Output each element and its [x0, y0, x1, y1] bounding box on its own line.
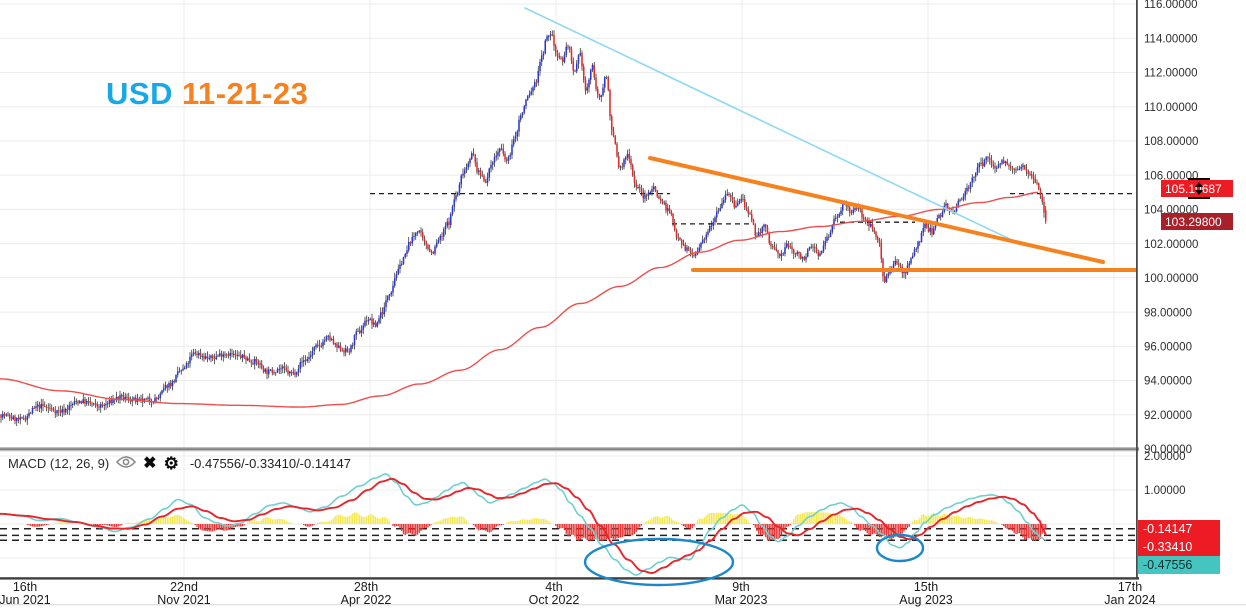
- macd-line-value-label: -0.47556: [1138, 556, 1220, 574]
- macd-values: -0.47556/-0.33410/-0.14147: [189, 456, 351, 471]
- symbol-label: USD: [106, 76, 173, 111]
- ma-price-value: 105.10687: [1165, 181, 1222, 196]
- moving-average-line[interactable]: [0, 191, 1039, 408]
- macd-header: MACD (12, 26, 9) ✖ ⚙ -0.47556/-0.33410/-…: [8, 455, 351, 472]
- highlight-ellipse: [875, 533, 925, 563]
- macd-indicator-name: MACD (12, 26, 9): [8, 456, 110, 471]
- candlestick-layer[interactable]: [0, 30, 1047, 426]
- svg-text:Aug 2023: Aug 2023: [899, 593, 953, 607]
- chart-title: USD 11-21-23: [106, 76, 308, 112]
- svg-text:90.00000: 90.00000: [1144, 444, 1192, 456]
- time-axis-line: [0, 577, 1139, 580]
- svg-text:96.00000: 96.00000: [1144, 342, 1192, 354]
- gridlines: [0, 0, 1136, 577]
- svg-text:15th: 15th: [914, 580, 938, 594]
- svg-text:Mar 2023: Mar 2023: [715, 593, 768, 607]
- price-drag-handle-icon[interactable]: [1188, 178, 1210, 199]
- svg-text:102.00000: 102.00000: [1144, 239, 1198, 251]
- descending-orange-trendline: [648, 156, 1105, 264]
- svg-text:98.00000: 98.00000: [1144, 307, 1192, 319]
- remove-indicator-icon[interactable]: ✖: [143, 454, 157, 472]
- macd-signal-line: [0, 477, 1047, 574]
- descending-cyan-trendline: [524, 7, 1019, 244]
- ma-price-label[interactable]: 105.10687: [1161, 178, 1233, 199]
- macd-histogram-value-label: -0.14147: [1138, 520, 1220, 538]
- macd-signal-value-label: -0.33410: [1138, 538, 1220, 556]
- svg-text:92.00000: 92.00000: [1144, 410, 1192, 422]
- svg-text:110.00000: 110.00000: [1144, 102, 1198, 114]
- panel-separator[interactable]: [0, 447, 1139, 449]
- svg-text:2.00000: 2.00000: [1144, 451, 1186, 463]
- svg-text:100.00000: 100.00000: [1144, 273, 1198, 285]
- title-date: 11-21-23: [181, 76, 309, 111]
- svg-text:94.00000: 94.00000: [1144, 376, 1192, 388]
- support-resistance-dashed-lines[interactable]: [370, 192, 1136, 225]
- trendlines[interactable]: [524, 7, 1137, 272]
- svg-text:22nd: 22nd: [170, 580, 198, 594]
- svg-text:17th: 17th: [1118, 580, 1142, 594]
- svg-text:114.00000: 114.00000: [1144, 33, 1198, 45]
- svg-text:106.00000: 106.00000: [1144, 170, 1198, 182]
- macd-line: [0, 473, 1047, 576]
- svg-text:Jan 2024: Jan 2024: [1104, 593, 1155, 607]
- visibility-eye-icon[interactable]: [116, 455, 137, 472]
- svg-text:112.00000: 112.00000: [1144, 68, 1198, 80]
- macd-histogram: [19, 512, 1047, 541]
- svg-text:1.00000: 1.00000: [1144, 485, 1186, 497]
- svg-text:116.00000: 116.00000: [1144, 0, 1198, 11]
- annotation-ellipses[interactable]: [583, 533, 925, 587]
- svg-text:Oct 2022: Oct 2022: [529, 593, 580, 607]
- highlight-ellipse: [583, 537, 735, 587]
- svg-text:4th: 4th: [545, 580, 562, 594]
- svg-text:Jun 2021: Jun 2021: [0, 593, 51, 607]
- indicator-settings-gear-icon[interactable]: ⚙: [163, 454, 179, 473]
- svg-text:Apr 2022: Apr 2022: [341, 593, 392, 607]
- svg-text:9th: 9th: [732, 580, 749, 594]
- macd-panel[interactable]: [0, 473, 1136, 576]
- svg-text:108.00000: 108.00000: [1144, 136, 1198, 148]
- svg-text:28th: 28th: [354, 580, 378, 594]
- svg-text:Nov 2021: Nov 2021: [157, 593, 211, 607]
- svg-text:16th: 16th: [13, 580, 37, 594]
- last-price-label: 103.29800: [1161, 213, 1233, 230]
- price-axis-line: [1136, 0, 1138, 580]
- axis-labels: 116.00000 114.00000 112.00000 110.00000 108.…: [0, 0, 1198, 607]
- last-price-value: 103.29800: [1165, 214, 1222, 229]
